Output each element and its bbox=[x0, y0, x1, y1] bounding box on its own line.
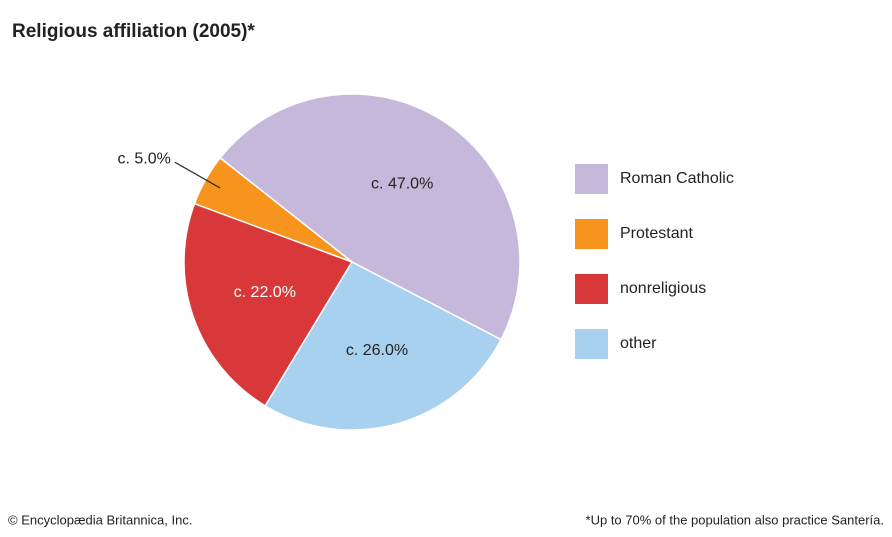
leader-line bbox=[174, 161, 221, 189]
slice-label: c. 5.0% bbox=[118, 150, 171, 167]
legend-label: nonreligious bbox=[620, 280, 706, 297]
pie-slice bbox=[219, 93, 521, 341]
legend-label: other bbox=[620, 335, 657, 352]
legend-swatch bbox=[575, 219, 608, 249]
legend-swatch bbox=[575, 274, 608, 304]
footnote: *Up to 70% of the population also practi… bbox=[586, 512, 884, 527]
source: © Encyclopædia Britannica, Inc. bbox=[8, 512, 192, 527]
slice-label: c. 26.0% bbox=[346, 342, 408, 359]
chart-title: Religious affiliation (2005)* bbox=[12, 21, 255, 42]
slice-label: c. 47.0% bbox=[371, 176, 433, 193]
pie-slice bbox=[183, 202, 354, 407]
legend-label: Roman Catholic bbox=[620, 170, 734, 187]
slice-label: c. 22.0% bbox=[234, 284, 296, 301]
legend-swatch bbox=[575, 164, 608, 194]
pie-slice bbox=[264, 261, 503, 431]
legend-label: Protestant bbox=[620, 225, 693, 242]
legend-swatch bbox=[575, 329, 608, 359]
